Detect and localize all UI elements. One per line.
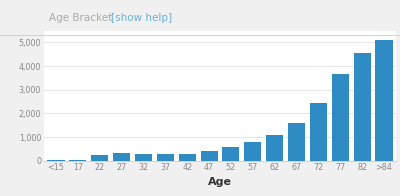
Bar bbox=[157, 154, 174, 161]
Bar bbox=[91, 155, 108, 161]
Bar bbox=[310, 103, 327, 161]
Bar bbox=[332, 74, 349, 161]
Bar bbox=[354, 53, 371, 161]
Bar bbox=[135, 154, 152, 161]
Bar bbox=[69, 160, 86, 161]
Bar bbox=[200, 151, 218, 161]
Bar bbox=[376, 41, 392, 161]
Bar bbox=[266, 135, 283, 161]
Bar bbox=[288, 123, 305, 161]
Text: [show help]: [show help] bbox=[111, 13, 172, 23]
X-axis label: Age: Age bbox=[208, 177, 232, 187]
Bar bbox=[179, 154, 196, 161]
Text: Age Bracket: Age Bracket bbox=[49, 13, 116, 23]
Bar bbox=[222, 147, 240, 161]
Bar bbox=[113, 153, 130, 161]
Bar bbox=[244, 142, 261, 161]
